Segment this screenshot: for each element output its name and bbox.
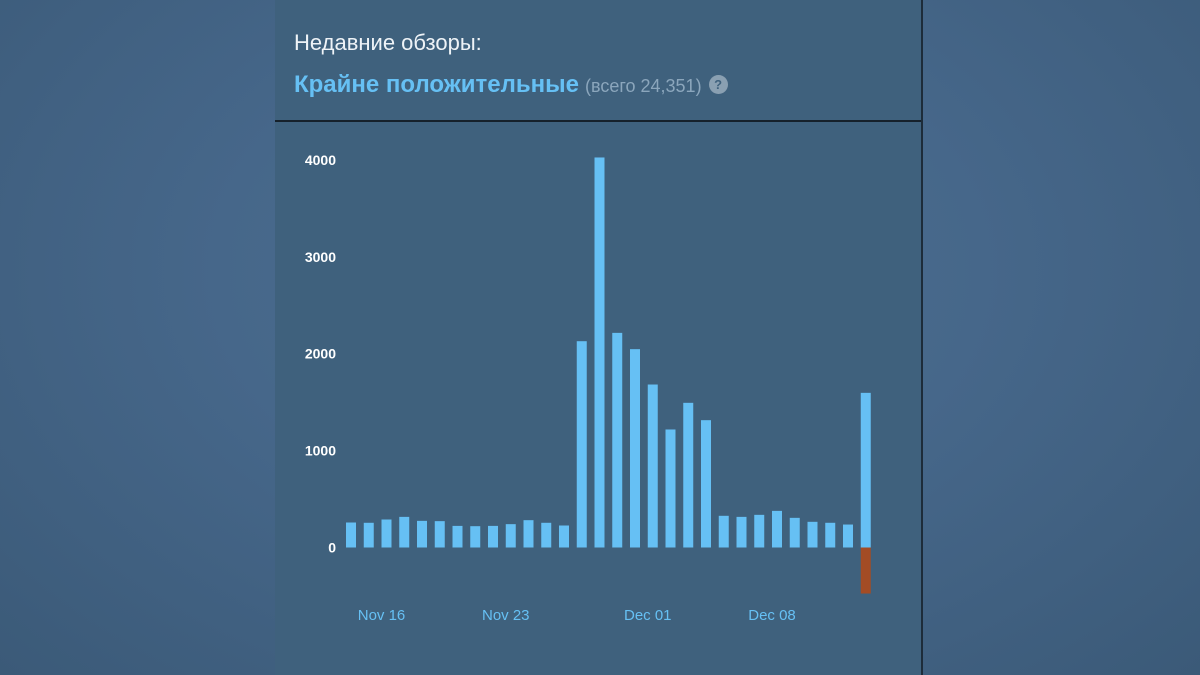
reviews-histogram: 0 1000 2000 3000 4000 Nov 16 Nov 23 Dec 01 Dec 0…	[305, 152, 871, 624]
reviews-header: Недавние обзоры: Крайне положительные (вс…	[275, 0, 921, 122]
x-tick-label: Dec 08	[748, 607, 796, 624]
recent-reviews-label: Недавние обзоры:	[294, 30, 482, 55]
bar-positive	[346, 522, 356, 548]
bar-positive	[488, 525, 498, 548]
recent-reviews-panel: Недавние обзоры: Крайне положительные (вс…	[275, 0, 923, 675]
x-tick-label: Dec 01	[624, 607, 672, 624]
x-tick-label: Nov 23	[482, 607, 530, 624]
bar-positive	[523, 520, 534, 548]
help-icon[interactable]: ?	[708, 75, 728, 94]
bar-positive	[541, 522, 552, 548]
review-summary: Крайне положительные (всего 24,351)?	[294, 71, 728, 99]
bar-positive	[417, 520, 427, 548]
bar-positive	[470, 526, 481, 548]
y-tick-label: 2000	[305, 346, 336, 362]
y-tick-label: 1000	[305, 443, 336, 459]
bar-positive	[701, 420, 711, 548]
bar-positive	[559, 525, 569, 548]
bar-positive	[843, 524, 853, 548]
bar-positive	[576, 341, 587, 548]
bar-positive	[665, 429, 676, 548]
bar-positive	[825, 522, 836, 548]
review-total: (всего 24,351)	[584, 76, 702, 96]
x-tick-label: Nov 16	[358, 607, 406, 624]
bar-positive	[630, 349, 640, 548]
bar-positive	[754, 514, 765, 548]
bar-positive	[647, 384, 658, 548]
bar-positive	[363, 522, 374, 548]
rating-text[interactable]: Крайне положительные	[294, 71, 579, 98]
bar-positive	[505, 524, 516, 548]
bar-positive	[718, 515, 729, 548]
bar-positive	[772, 510, 782, 548]
bar-positive	[399, 516, 410, 548]
bar-positive	[807, 521, 818, 548]
bar-positive	[452, 525, 463, 548]
bar-positive	[594, 157, 605, 548]
bar-positive	[789, 517, 800, 548]
y-tick-label: 3000	[305, 249, 336, 265]
bar-positive	[612, 332, 623, 548]
bar-positive	[381, 519, 392, 548]
y-tick-label: 4000	[305, 152, 336, 168]
bar-positive	[683, 402, 694, 548]
bar-negative	[860, 547, 871, 594]
bar-positive	[434, 521, 445, 548]
y-tick-label: 0	[328, 540, 336, 556]
bar-positive	[860, 392, 871, 548]
bar-positive	[736, 516, 747, 548]
